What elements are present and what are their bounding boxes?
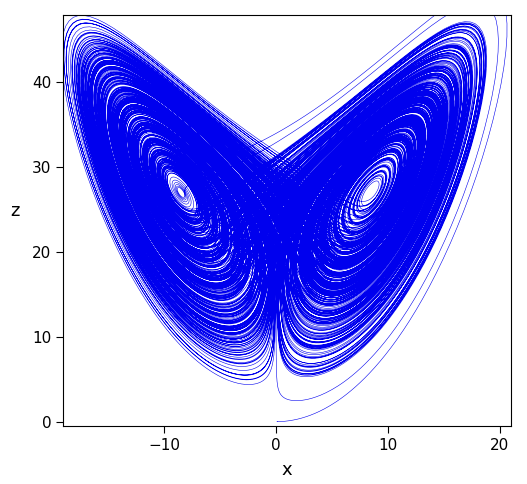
X-axis label: x: x xyxy=(282,461,292,479)
Y-axis label: z: z xyxy=(11,202,20,220)
